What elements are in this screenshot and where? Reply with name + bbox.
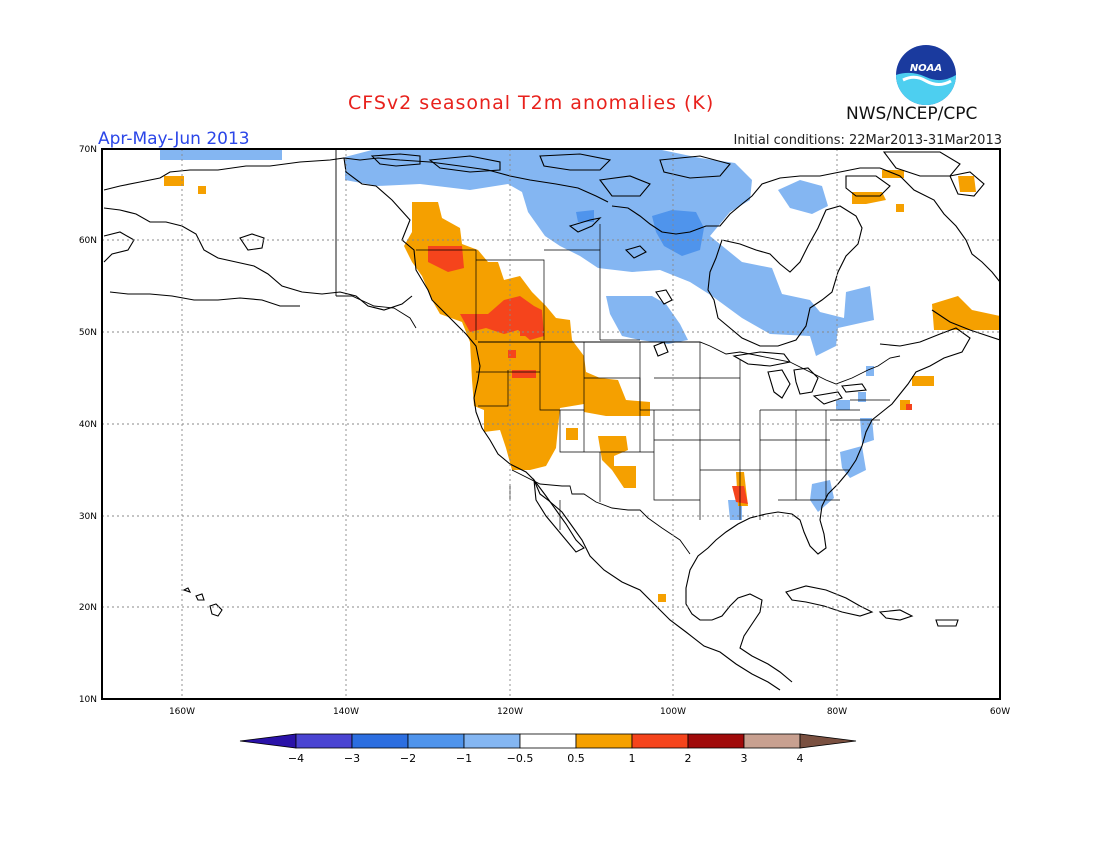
latitude-labels: 70N 60N 50N 40N 30N 20N 10N — [79, 145, 97, 705]
lon-label: 100W — [660, 707, 686, 717]
colorbar-swatch — [351, 733, 409, 749]
noaa-logo-text: NOAA — [910, 63, 942, 74]
season-label: Apr-May-Jun 2013 — [98, 129, 250, 149]
lon-label: 80W — [827, 707, 847, 717]
lat-label: 60N — [79, 236, 97, 246]
colorbar-labels: −4 −3 −2 −1 −0.5 0.5 1 2 3 4 — [288, 752, 804, 765]
colorbar-swatch — [631, 733, 689, 749]
colorbar-label: 2 — [685, 752, 692, 765]
coastlines — [103, 151, 1000, 691]
colorbar-label: 0.5 — [567, 752, 585, 765]
colorbar-swatch — [295, 733, 353, 749]
colorbar-label: −4 — [288, 752, 304, 765]
colorbar-swatch — [743, 733, 801, 749]
lat-label: 40N — [79, 420, 97, 430]
colorbar-swatch — [799, 733, 857, 749]
colorbar-label: −3 — [344, 752, 360, 765]
lat-label: 70N — [79, 145, 97, 155]
colorbar-label: −1 — [456, 752, 472, 765]
lat-label: 50N — [79, 328, 97, 338]
lat-label: 30N — [79, 512, 97, 522]
cold-anomaly-medium — [576, 210, 704, 256]
lon-label: 120W — [497, 707, 523, 717]
gridlines — [102, 149, 1000, 699]
colorbar-swatch — [519, 733, 577, 749]
noaa-logo: NOAA — [896, 45, 956, 105]
lon-label: 60W — [990, 707, 1010, 717]
country-borders — [335, 150, 901, 555]
longitude-labels: 160W 140W 120W 100W 80W 60W — [169, 707, 1010, 717]
state-borders — [416, 224, 890, 530]
colorbar-label: 3 — [741, 752, 748, 765]
colorbar-swatch — [239, 733, 297, 749]
colorbar-label: 1 — [629, 752, 636, 765]
colorbar-swatches — [239, 733, 857, 749]
colorbar-swatch — [407, 733, 465, 749]
lat-label: 10N — [79, 695, 97, 705]
colorbar-swatch — [463, 733, 521, 749]
lon-label: 160W — [169, 707, 195, 717]
colorbar-label: −2 — [400, 752, 416, 765]
agency-label: NWS/NCEP/CPC — [846, 104, 978, 124]
colorbar-label: −0.5 — [507, 752, 534, 765]
colorbar-swatch — [575, 733, 633, 749]
lat-label: 20N — [79, 603, 97, 613]
colorbar-label: 4 — [797, 752, 804, 765]
initial-conditions-label: Initial conditions: 22Mar2013-31Mar2013 — [733, 133, 1003, 148]
cold-anomaly-light — [160, 150, 874, 520]
chart-title: CFSv2 seasonal T2m anomalies (K) — [348, 92, 715, 114]
lon-label: 140W — [333, 707, 359, 717]
map-frame — [101, 148, 1001, 700]
colorbar-swatch — [687, 733, 745, 749]
